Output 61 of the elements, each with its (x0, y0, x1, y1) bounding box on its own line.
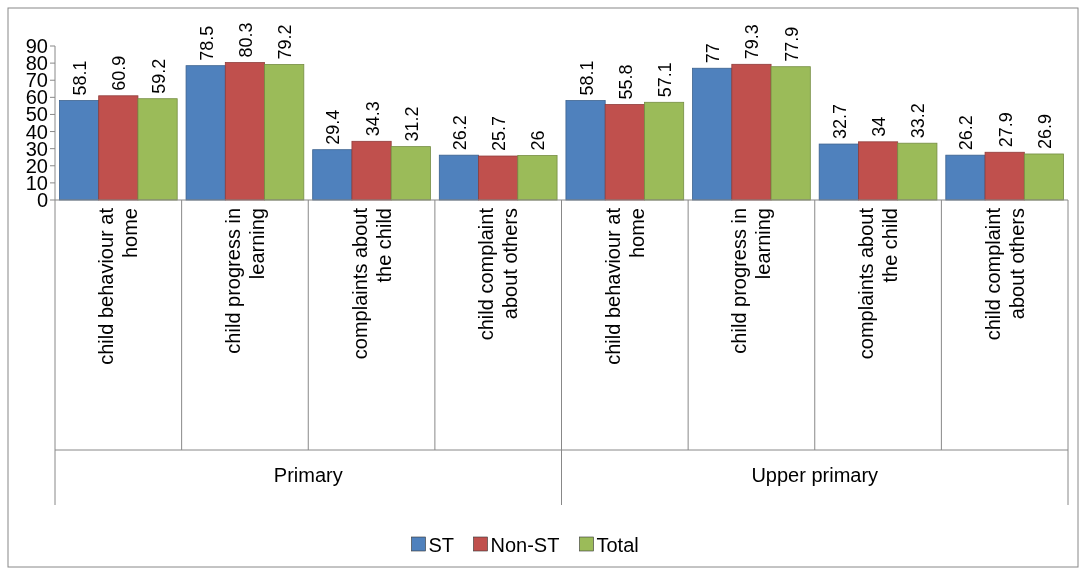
x-tick-label: child progress in learning (728, 208, 775, 354)
data-label: 26.9 (1034, 113, 1055, 149)
bar (224, 62, 265, 201)
bar (731, 63, 772, 201)
bar (390, 146, 431, 201)
bar (858, 141, 899, 201)
data-label: 80.3 (235, 22, 256, 58)
data-label: 31.2 (401, 106, 422, 142)
bar (818, 143, 859, 201)
x-tick-label: child behaviour at home (95, 207, 142, 365)
bar (1023, 153, 1064, 201)
data-label: 59.2 (148, 58, 169, 94)
data-label: 34 (869, 116, 890, 137)
data-label: 77.9 (781, 26, 802, 62)
x-tick-label: complaints about the child (855, 207, 902, 360)
bar (897, 142, 938, 201)
bar (438, 154, 479, 201)
bar (644, 101, 685, 201)
bar (59, 100, 100, 201)
data-label: 25.7 (489, 115, 510, 152)
x-tick-label: complaints about the child (348, 207, 395, 360)
data-label: 79.3 (742, 24, 763, 60)
y-tick-label: 0 (36, 189, 48, 211)
data-label: 33.2 (908, 103, 929, 139)
data-label: 29.4 (323, 109, 344, 145)
data-label: 26.2 (956, 115, 977, 151)
y-tick-label: 90 (25, 35, 48, 57)
data-label: 77 (703, 43, 724, 64)
bar (185, 65, 226, 201)
bar (945, 154, 986, 201)
bar (264, 64, 305, 201)
x-tick-label: child behaviour at home (601, 207, 648, 365)
bar (478, 155, 519, 201)
x-tick-label: child progress in learning (221, 208, 268, 354)
data-label: 26 (528, 130, 549, 151)
legend-label: ST (428, 534, 455, 556)
data-label: 58.1 (70, 60, 91, 96)
bar (312, 149, 353, 201)
bar (351, 140, 392, 201)
data-label: 57.1 (655, 62, 676, 98)
legend-label: Total (596, 534, 639, 556)
data-label: 27.9 (995, 112, 1016, 148)
data-label: 55.8 (615, 64, 636, 100)
bar (517, 155, 558, 201)
bar (137, 98, 178, 201)
text: Upper primary (751, 464, 879, 486)
bar (984, 151, 1025, 201)
text: Primary (273, 464, 343, 486)
data-label: 60.9 (109, 55, 130, 91)
legend-label: Non-ST (490, 534, 560, 556)
bar (565, 100, 606, 201)
data-label: 79.2 (275, 24, 296, 60)
bar (692, 67, 733, 201)
data-label: 32.7 (829, 104, 850, 140)
bar (98, 95, 139, 201)
bar (604, 104, 645, 201)
data-label: 34.3 (362, 101, 383, 137)
data-label: 78.5 (196, 25, 217, 61)
bar (770, 66, 811, 201)
data-label: 58.1 (576, 60, 597, 96)
data-label: 26.2 (449, 115, 470, 151)
